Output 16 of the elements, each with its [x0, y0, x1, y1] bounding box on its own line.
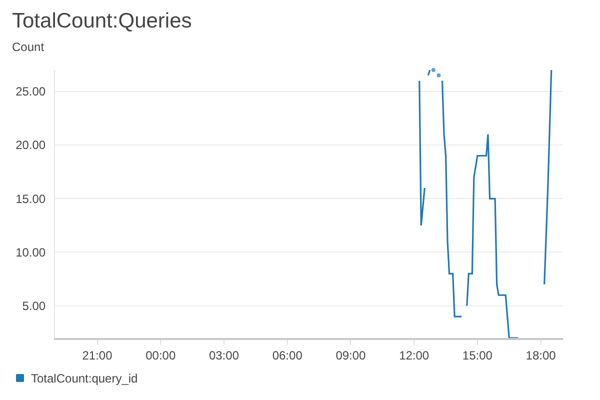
x-tick-label: 21:00 — [82, 348, 113, 362]
x-tick-label: 15:00 — [462, 348, 493, 362]
y-tick-label: 5.00 — [22, 299, 46, 314]
x-tick-label: 00:00 — [146, 348, 176, 362]
chart-title: TotalCount:Queries — [12, 9, 192, 32]
y-tick-label: 15.00 — [16, 192, 46, 206]
x-tick-label: 06:00 — [272, 348, 303, 362]
y-tick-label: 25.00 — [16, 84, 46, 99]
x-tick-label: 03:00 — [208, 348, 240, 362]
y-tick-label: 20.00 — [16, 138, 46, 152]
x-tick-label: 12:00 — [399, 348, 430, 362]
x-tick-label: 18:00 — [526, 348, 556, 362]
y-axis-title: Count — [12, 40, 45, 54]
y-tick-label: 10.00 — [16, 245, 46, 260]
x-tick-label: 09:00 — [336, 348, 366, 362]
legend-label: TotalCount:query_id — [31, 372, 138, 386]
